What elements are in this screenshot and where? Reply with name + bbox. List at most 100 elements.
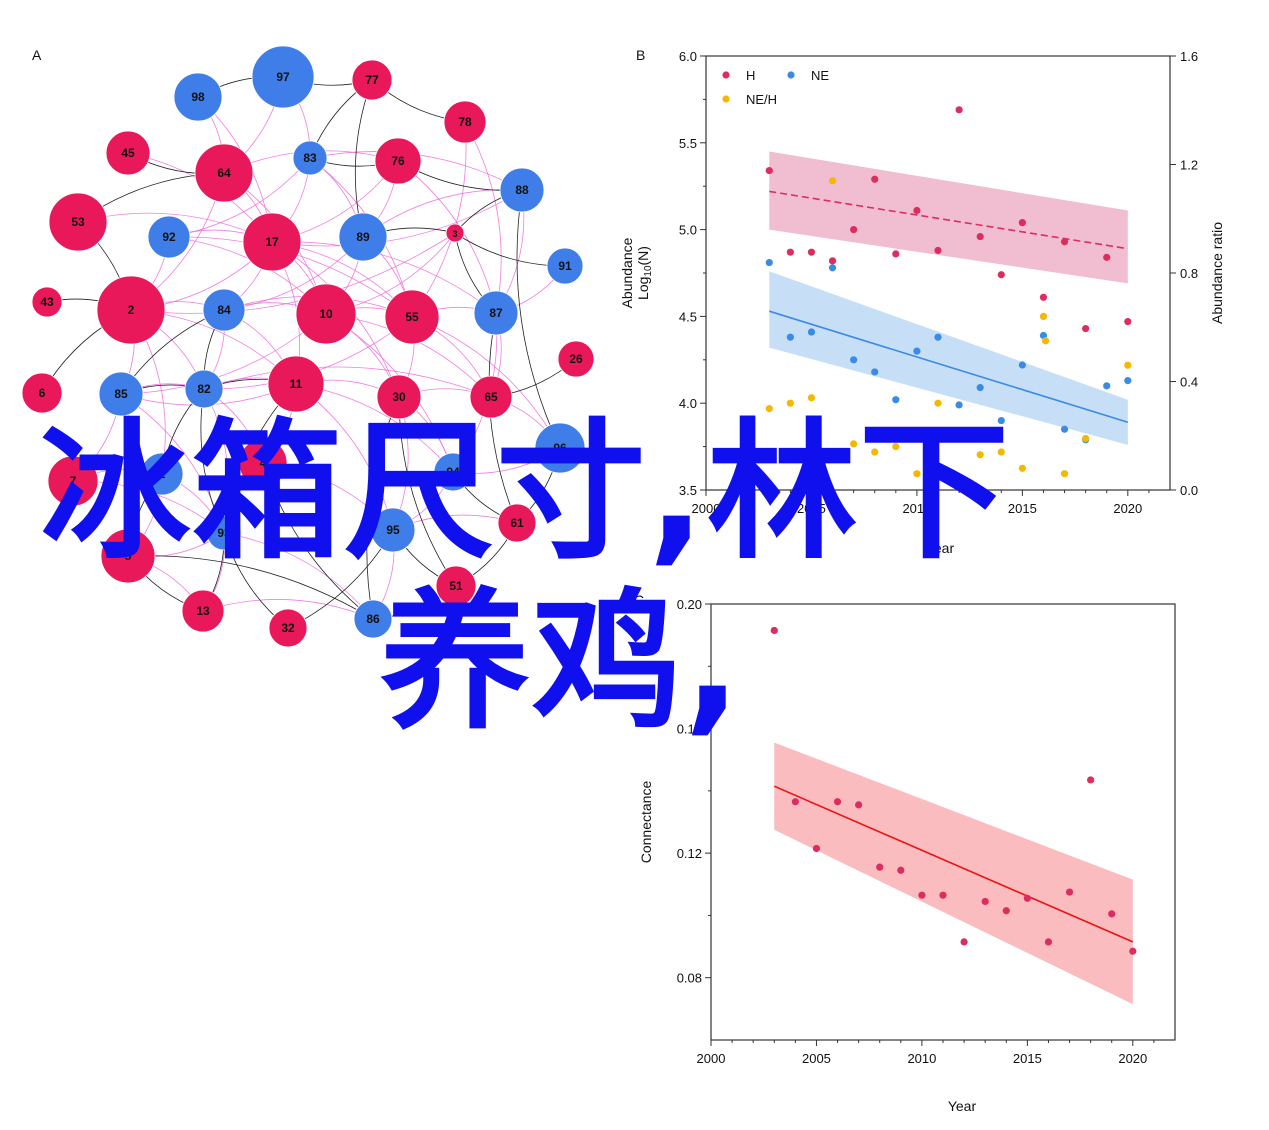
data-point: [850, 226, 858, 234]
network-node-label: 83: [303, 151, 317, 165]
overlay-title-line1: 冰箱尺寸,林下: [40, 406, 1011, 580]
data-point: [786, 333, 794, 341]
data-point: [812, 844, 821, 853]
data-point: [960, 938, 968, 946]
data-point: [976, 383, 984, 392]
network-node: 4: [238, 438, 288, 488]
network-node: 82: [184, 369, 224, 409]
data-point: [807, 328, 816, 336]
network-node-label: 98: [191, 90, 205, 104]
data-point: [1023, 894, 1031, 902]
x-tick-label: 2005: [797, 501, 826, 516]
network-node-label: 77: [365, 73, 379, 87]
network-node-circle: [338, 212, 388, 262]
network-node: 11: [267, 355, 325, 413]
network-node-label: 64: [217, 166, 231, 180]
network-node: 1: [140, 452, 184, 496]
network-node-circle: [351, 59, 393, 101]
data-point: [1044, 938, 1053, 946]
legend-entry: NE/H: [722, 92, 777, 107]
y-tick-label: 4.0: [679, 396, 697, 411]
data-point: [1082, 324, 1090, 333]
network-node: 96: [534, 422, 586, 474]
network-node: 43: [31, 286, 63, 318]
network-node-circle: [353, 599, 393, 639]
network-node: 93: [206, 515, 242, 551]
network-node-label: 11: [290, 377, 303, 391]
network-node-label: 96: [553, 441, 567, 455]
legend-label: H: [746, 68, 755, 83]
network-node: 26: [557, 340, 595, 378]
network-node: 97: [251, 45, 315, 109]
network-node-circle: [433, 452, 473, 492]
connectance-points: [770, 626, 1137, 955]
network-edge: [516, 189, 561, 449]
network-node: 64: [194, 143, 254, 203]
network-node-circle: [251, 45, 315, 109]
data-point: [955, 106, 963, 114]
data-point: [850, 356, 858, 364]
data-point: [1002, 907, 1010, 915]
network-node-label: 30: [392, 390, 406, 404]
data-point: [976, 451, 984, 459]
network-node-circle: [242, 212, 302, 272]
data-point: [913, 347, 921, 355]
network-node: 61: [497, 503, 537, 543]
x-tick-label: 2015: [1008, 501, 1037, 516]
network-node-label: 2: [128, 303, 135, 317]
network-node: 86: [353, 599, 393, 639]
network-node-circle: [184, 369, 224, 409]
network-node: 65: [469, 375, 513, 419]
data-point: [918, 891, 926, 899]
network-node-label: 55: [405, 310, 419, 324]
data-point: [934, 333, 942, 341]
network-node-circle: [173, 72, 223, 122]
abundance-legend: H NE NE/H: [722, 68, 829, 107]
network-node-circle: [202, 288, 246, 332]
network-node: 84: [202, 288, 246, 332]
network-node: 10: [295, 283, 357, 345]
network-node-circle: [96, 275, 166, 345]
y-right-tick-label: 0.4: [1180, 375, 1198, 390]
network-node-label: 4: [260, 456, 267, 470]
network-node-label: 45: [121, 146, 135, 160]
panel-label-b: B: [636, 47, 645, 63]
network-node-label: 87: [489, 306, 503, 320]
data-point: [1124, 318, 1132, 326]
data-point: [765, 258, 773, 267]
data-point: [765, 405, 773, 413]
network-node-circle: [384, 289, 440, 345]
network-node-circle: [98, 371, 144, 417]
network-node: 7: [47, 455, 99, 507]
network-edge: [127, 555, 374, 620]
data-point: [976, 232, 984, 241]
data-point: [876, 863, 884, 871]
data-point: [850, 440, 858, 448]
network-node: 91: [546, 247, 584, 285]
network-node: 85: [98, 371, 144, 417]
legend-marker: [722, 95, 730, 103]
panel-label-c: C: [634, 592, 644, 608]
data-point: [997, 416, 1005, 425]
connectance-x-axis-label: Year: [948, 1098, 977, 1114]
network-node-label: 84: [217, 303, 231, 317]
abundance-axes: 2000 2005 2010 2015 2020 3.5 4.0 4.5 5.0 5.5 6.0 0.…: [679, 49, 1198, 516]
data-point: [1103, 382, 1111, 390]
y-tick-label: 5.0: [679, 223, 697, 238]
network-node-label: 82: [197, 382, 211, 396]
data-point: [828, 257, 837, 265]
network-edge: [362, 189, 523, 238]
data-point: [807, 248, 816, 256]
data-point: [934, 246, 942, 255]
network-node-circle: [181, 589, 225, 633]
abundance-panel: B 2000 2005 2010 2015 2020 3.5 4.0 4.5 5.0 5.5 6.0…: [619, 47, 1225, 556]
data-point: [791, 798, 799, 806]
network-node: 94: [433, 452, 473, 492]
data-point: [1124, 361, 1132, 369]
network-node-label: 85: [114, 387, 128, 401]
y-tick-label: 0.20: [677, 597, 702, 612]
network-node: 88: [499, 167, 545, 213]
trend-line: [769, 310, 1129, 424]
data-point: [1103, 253, 1111, 261]
